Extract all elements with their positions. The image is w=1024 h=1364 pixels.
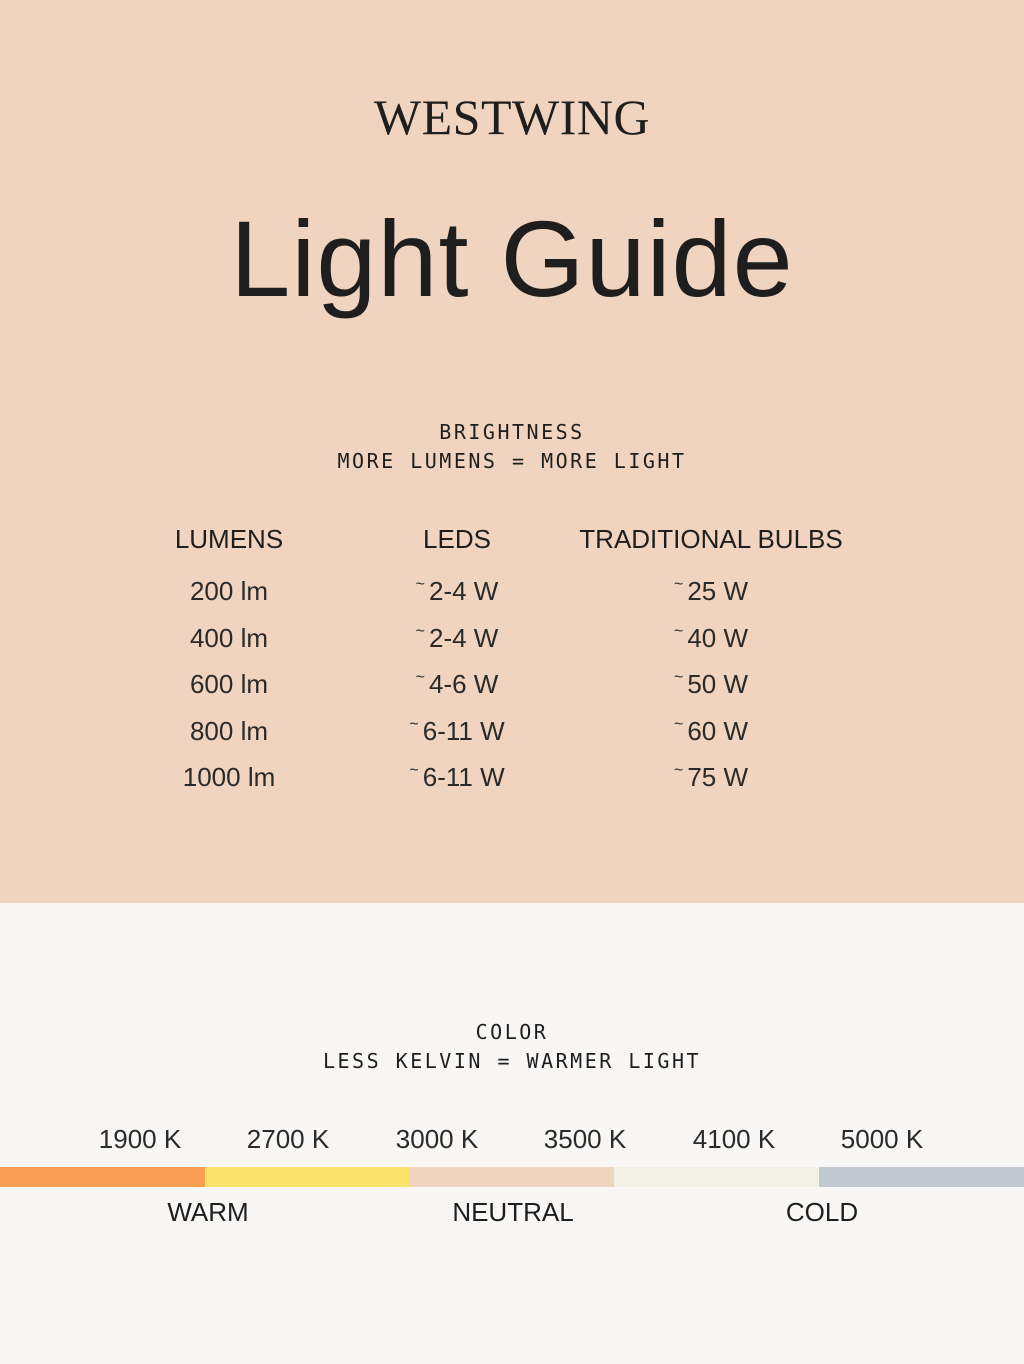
lumens-cell-value: 800 lm <box>189 715 269 746</box>
bulbs-cell: ~50 W <box>561 669 861 700</box>
bulbs-cell-value: 25 W <box>687 576 749 606</box>
approx-symbol: ~ <box>409 762 419 779</box>
leds-cell: ~4-6 W <box>357 669 557 700</box>
color-scale-segment-orange <box>0 1167 205 1187</box>
kelvin-label: 5000 K <box>840 1124 924 1154</box>
leds-cell: ~2-4 W <box>357 623 557 654</box>
bulbs-cell: ~60 W <box>561 716 861 747</box>
kelvin-label: 3500 K <box>543 1124 627 1154</box>
lumens-cell: 1000 lm <box>129 762 329 793</box>
lumens-cell: 200 lm <box>129 576 329 607</box>
approx-symbol: ~ <box>415 622 425 640</box>
lumens-cell-value: 400 lm <box>189 622 269 653</box>
column-header-leds: LEDS <box>423 524 491 554</box>
lumens-cell-value: 600 lm <box>189 669 269 699</box>
leds-cell: ~6-11 W <box>357 762 557 793</box>
color-scale-segment-cream <box>614 1167 819 1187</box>
approx-symbol: ~ <box>415 576 425 593</box>
zone-label-neutral: NEUTRAL <box>452 1197 574 1227</box>
approx-symbol: ~ <box>415 669 425 686</box>
column-header-lumens: LUMENS <box>174 524 284 554</box>
lumens-cell: 400 lm <box>129 623 329 654</box>
lumens-cell-value: 200 lm <box>189 576 269 606</box>
column-header-traditional-bulbs: TRADITIONAL BULBS <box>579 524 843 554</box>
approx-symbol: ~ <box>673 622 684 640</box>
approx-symbol: ~ <box>673 576 684 593</box>
approx-symbol: ~ <box>673 669 684 686</box>
leds-cell: ~2-4 W <box>357 576 557 607</box>
leds-cell-value: 6-11 W <box>422 715 505 746</box>
leds-cell-value: 4-6 W <box>429 669 499 699</box>
bulbs-cell: ~75 W <box>561 762 861 793</box>
kelvin-label: 4100 K <box>692 1124 776 1154</box>
lumens-cell: 800 lm <box>129 716 329 747</box>
kelvin-label: 2700 K <box>246 1124 330 1154</box>
lumens-cell: 600 lm <box>129 669 329 700</box>
brightness-subheading: MORE LUMENS = MORE LIGHT <box>337 449 687 473</box>
zone-label-warm: WARM <box>167 1197 249 1227</box>
page-title: Light Guide <box>230 198 794 319</box>
brightness-heading: BRIGHTNESS <box>439 420 585 444</box>
bulbs-cell-value: 75 W <box>687 762 749 792</box>
bulbs-cell-value: 60 W <box>687 715 749 746</box>
approx-symbol: ~ <box>409 715 419 733</box>
bulbs-cell-value: 50 W <box>687 669 749 699</box>
brightness-section <box>0 0 1024 903</box>
color-scale-segment-peach <box>410 1167 614 1187</box>
leds-cell-value: 2-4 W <box>429 622 499 653</box>
bulbs-cell-value: 40 W <box>687 622 749 653</box>
color-heading: COLOR <box>475 1020 549 1044</box>
leds-cell: ~6-11 W <box>357 716 557 747</box>
approx-symbol: ~ <box>673 762 684 779</box>
zone-label-cold: COLD <box>785 1197 859 1227</box>
approx-symbol: ~ <box>673 715 684 733</box>
kelvin-label: 3000 K <box>395 1124 479 1154</box>
leds-cell-value: 2-4 W <box>429 576 499 606</box>
color-scale-segment-gray <box>819 1167 1024 1187</box>
kelvin-label: 1900 K <box>98 1124 182 1154</box>
bulbs-cell: ~40 W <box>561 623 861 654</box>
bulbs-cell: ~25 W <box>561 576 861 607</box>
brand-logo: WESTWING <box>373 89 651 145</box>
lumens-cell-value: 1000 lm <box>182 762 276 792</box>
color-scale-segment-yellow <box>205 1167 410 1187</box>
color-subheading: LESS KELVIN = WARMER LIGHT <box>322 1049 702 1073</box>
leds-cell-value: 6-11 W <box>422 762 505 792</box>
